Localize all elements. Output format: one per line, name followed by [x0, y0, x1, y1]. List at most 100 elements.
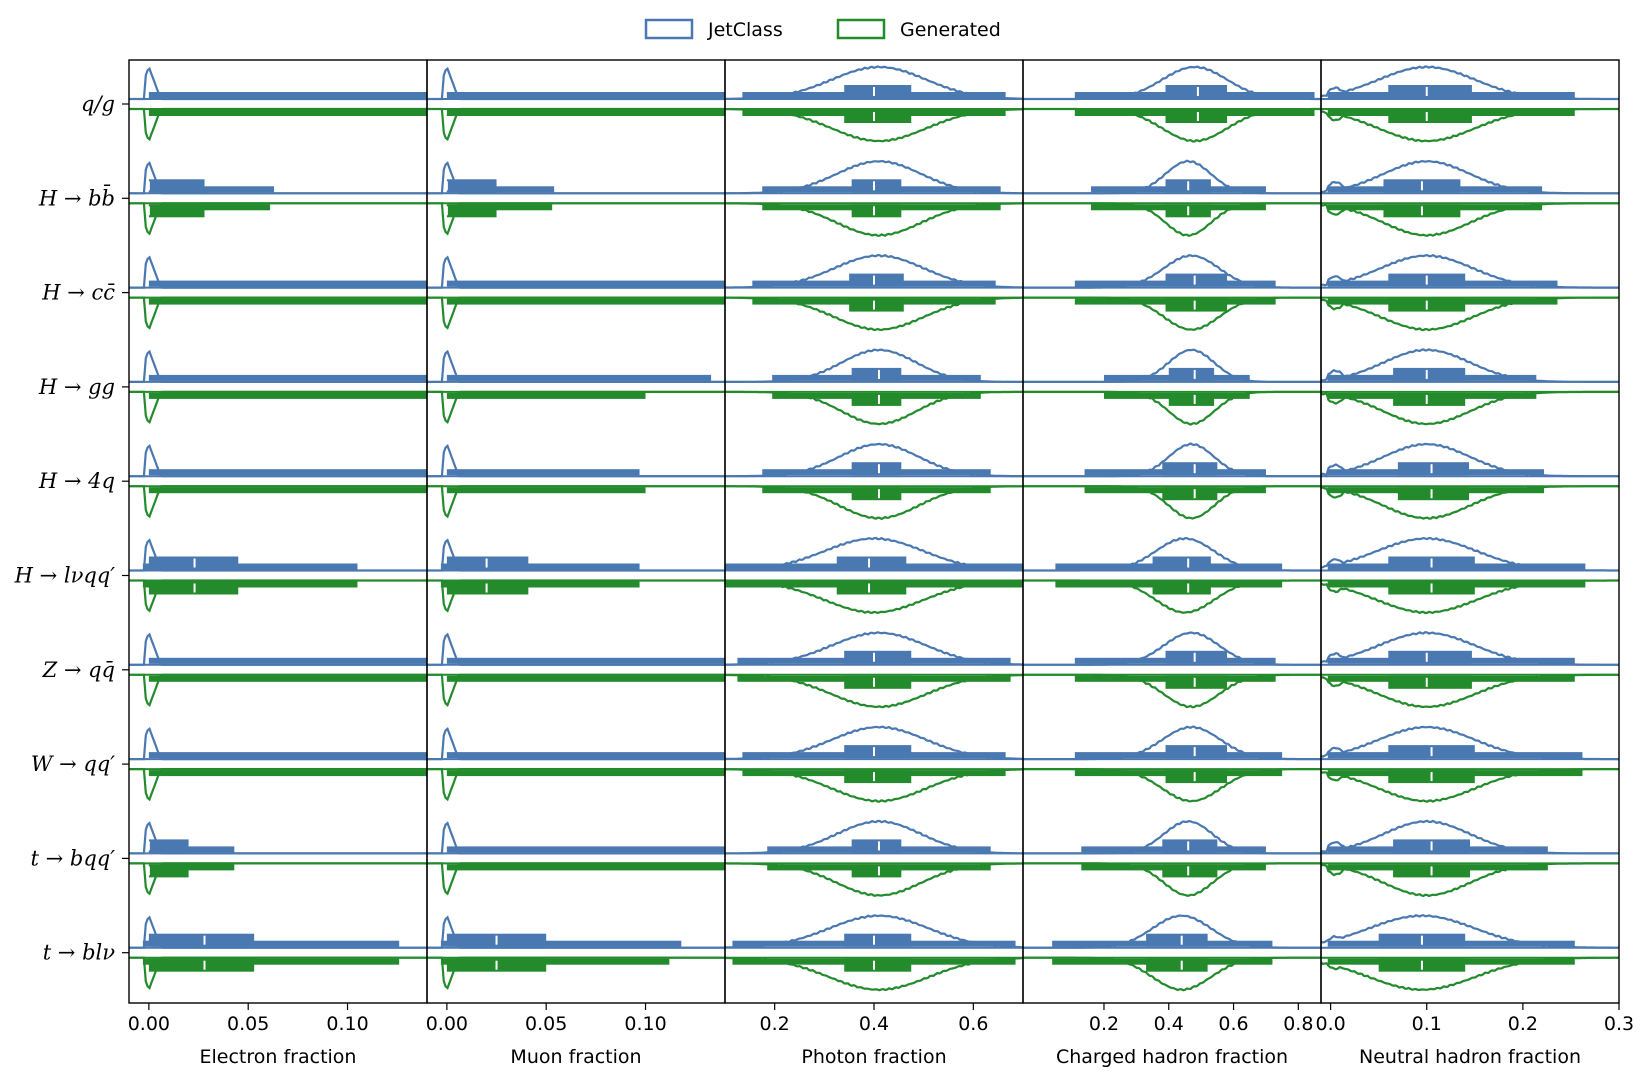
- x-tick-label-0-2: 0.10: [326, 1013, 368, 1035]
- iqr-box-jetclass-3-5: [1152, 556, 1211, 570]
- x-tick-label-2-1: 0.4: [859, 1013, 889, 1035]
- category-label-9: t → blν: [43, 941, 116, 965]
- panel-4: [1321, 65, 1619, 991]
- iqr-box-jetclass-3-7: [1165, 745, 1228, 759]
- whisker-jetclass-1-7: [446, 752, 725, 759]
- category-label-5: H → lνqq′: [14, 564, 116, 588]
- whisker-jetclass-1-4: [446, 469, 640, 476]
- iqr-box-generated-1-1: [446, 204, 497, 218]
- panel-frame-1: [426, 59, 726, 1004]
- panel-frame-2: [724, 59, 1024, 1004]
- panel-frame-4: [1320, 59, 1620, 1004]
- legend-label-jetclass: JetClass: [707, 19, 783, 41]
- iqr-box-generated-4-4: [1397, 487, 1470, 501]
- whisker-jetclass-0-0: [148, 92, 427, 98]
- whisker-jetclass-1-8: [446, 846, 725, 853]
- iqr-box-jetclass-0-9: [148, 933, 255, 947]
- iqr-box-generated-3-5: [1152, 581, 1211, 595]
- iqr-box-generated-2-2: [849, 298, 904, 312]
- iqr-box-jetclass-2-1: [851, 179, 902, 193]
- whisker-generated-1-8: [446, 864, 725, 871]
- iqr-box-jetclass-2-7: [844, 745, 912, 759]
- x-tick-label-2-0: 0.2: [760, 1013, 790, 1035]
- x-tick-label-3-3: 0.8: [1283, 1013, 1313, 1035]
- whisker-jetclass-0-4: [148, 469, 427, 476]
- whisker-generated-1-1: [446, 204, 553, 211]
- x-tick-label-1-2: 0.10: [624, 1013, 666, 1035]
- iqr-box-jetclass-4-6: [1388, 650, 1472, 664]
- whisker-generated-0-8: [148, 864, 235, 871]
- iqr-box-generated-0-9: [148, 958, 255, 972]
- whisker-jetclass-1-0: [446, 92, 725, 98]
- x-tick-label-4-3: 0.3: [1604, 1013, 1634, 1035]
- panel-frame-3: [1022, 59, 1322, 1004]
- whisker-generated-1-3: [446, 392, 646, 399]
- iqr-box-jetclass-3-3: [1168, 367, 1215, 381]
- panel-frames: [128, 59, 1620, 1004]
- x-tick-label-0-0: 0.00: [128, 1013, 170, 1035]
- iqr-box-generated-0-1: [148, 204, 205, 218]
- iqr-box-jetclass-2-9: [844, 933, 912, 947]
- panel-2: [725, 65, 1023, 992]
- whisker-generated-1-5: [440, 581, 640, 588]
- panel-0: [129, 66, 427, 990]
- iqr-box-generated-2-9: [844, 958, 912, 972]
- iqr-box-jetclass-2-6: [844, 650, 912, 664]
- x-axis-label-0: Electron fraction: [200, 1046, 357, 1068]
- iqr-box-generated-2-4: [851, 487, 902, 501]
- whisker-jetclass-1-3: [446, 374, 712, 381]
- whisker-jetclass-0-9: [142, 940, 400, 947]
- legend-swatch-jetclass: [644, 18, 694, 40]
- iqr-box-jetclass-1-1: [446, 179, 497, 193]
- whisker-generated-1-0: [446, 110, 725, 116]
- whisker-jetclass-1-2: [446, 280, 725, 287]
- category-label-2: H → cc̄: [41, 281, 115, 305]
- x-tick-label-2-2: 0.6: [958, 1013, 988, 1035]
- iqr-box-generated-3-7: [1165, 770, 1228, 784]
- whisker-generated-0-1: [148, 204, 271, 211]
- iqr-box-jetclass-3-0: [1165, 85, 1228, 98]
- whisker-generated-0-4: [148, 487, 427, 494]
- category-label-4: H → 4q: [38, 469, 115, 493]
- x-tick-label-1-1: 0.05: [525, 1013, 567, 1035]
- iqr-box-jetclass-3-4: [1162, 462, 1218, 476]
- whisker-jetclass-0-3: [148, 374, 427, 381]
- panel-3: [1023, 65, 1321, 992]
- iqr-box-generated-3-4: [1162, 487, 1218, 501]
- whisker-generated-1-9: [440, 958, 670, 965]
- whisker-jetclass-0-5: [142, 563, 358, 570]
- iqr-box-jetclass-0-1: [148, 179, 205, 193]
- iqr-box-generated-4-6: [1388, 675, 1472, 689]
- iqr-box-jetclass-2-2: [849, 273, 904, 287]
- whisker-jetclass-0-8: [148, 846, 235, 853]
- whisker-jetclass-1-9: [440, 940, 682, 947]
- plot-area: [129, 65, 1619, 992]
- iqr-box-generated-2-5: [836, 581, 907, 595]
- iqr-box-jetclass-3-8: [1162, 839, 1218, 853]
- category-label-3: H → gg: [38, 375, 115, 399]
- whisker-generated-1-4: [446, 487, 646, 494]
- whisker-generated-0-0: [148, 110, 427, 116]
- iqr-box-jetclass-4-0: [1388, 85, 1472, 98]
- category-labels: q/g H → bb̄ H → cc̄ H → gg H → 4q H → lνqq′ Z …: [14, 92, 129, 965]
- whisker-generated-0-5: [142, 581, 358, 588]
- iqr-box-generated-2-6: [844, 675, 912, 689]
- x-axis-label-2: Photon fraction: [801, 1046, 946, 1068]
- whisker-jetclass-0-7: [148, 752, 427, 759]
- iqr-box-generated-4-0: [1388, 110, 1472, 123]
- iqr-box-generated-0-8: [148, 864, 189, 878]
- whisker-generated-0-3: [148, 392, 427, 399]
- whisker-generated-1-6: [446, 675, 725, 682]
- category-label-0: q/g: [81, 92, 115, 116]
- whisker-generated-0-9: [142, 958, 400, 965]
- iqr-box-jetclass-3-6: [1165, 650, 1228, 664]
- iqr-box-jetclass-2-5: [836, 556, 907, 570]
- iqr-box-generated-3-9: [1146, 958, 1208, 972]
- whisker-generated-0-6: [148, 675, 427, 682]
- iqr-box-jetclass-2-4: [851, 462, 902, 476]
- x-tick-label-1-0: 0.00: [426, 1013, 468, 1035]
- iqr-box-jetclass-4-3: [1393, 367, 1466, 381]
- whisker-jetclass-0-1: [148, 186, 275, 193]
- x-tick-label-3-1: 0.4: [1154, 1013, 1184, 1035]
